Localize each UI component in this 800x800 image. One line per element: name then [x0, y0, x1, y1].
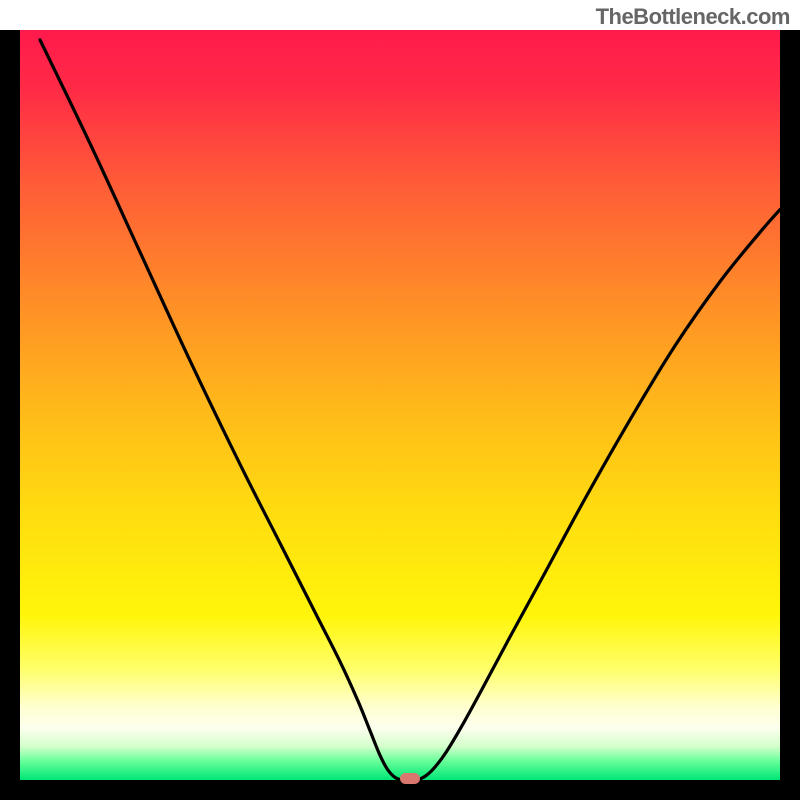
- watermark-text: TheBottleneck.com: [596, 4, 790, 30]
- border-right: [780, 30, 800, 800]
- gradient-background: [20, 30, 780, 780]
- border-left: [0, 30, 20, 800]
- border-bottom: [0, 780, 800, 800]
- bottleneck-chart: [0, 0, 800, 800]
- optimal-marker: [400, 773, 420, 784]
- chart-container: TheBottleneck.com: [0, 0, 800, 800]
